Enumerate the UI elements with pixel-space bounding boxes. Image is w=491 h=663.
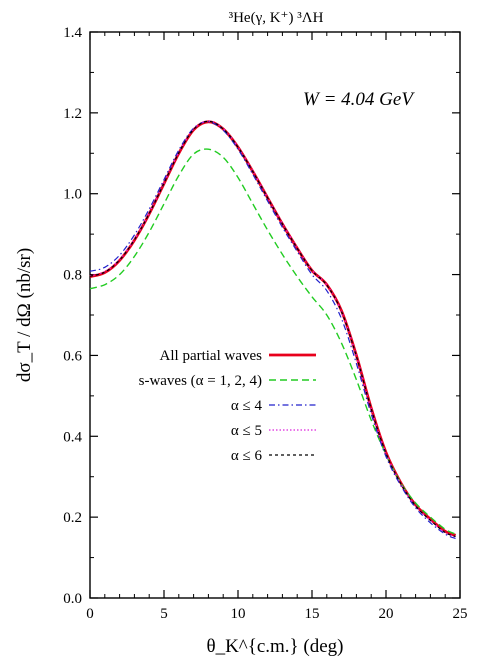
y-axis-label: dσ_T / dΩ (nb/sr): [14, 248, 35, 382]
y-tick-label: 0.0: [63, 591, 82, 607]
series-line-0: [89, 120, 457, 537]
legend-label-1: s-waves (α = 1, 2, 4): [139, 373, 262, 389]
series-layer: [89, 120, 457, 540]
x-tick-label: 0: [86, 606, 94, 622]
legend-label-0: All partial waves: [160, 348, 263, 364]
legend-label-3: α ≤ 5: [231, 423, 262, 439]
y-tick-label: 1.0: [63, 187, 82, 203]
x-tick-label: 25: [453, 606, 468, 622]
y-tick-label: 0.6: [63, 348, 82, 364]
x-tick-label: 15: [305, 606, 320, 622]
y-tick-label: 0.8: [63, 268, 82, 284]
x-tick-label: 20: [379, 606, 394, 622]
x-tick-label: 5: [160, 606, 168, 622]
series-line-2: [89, 121, 456, 540]
axis-ticks: 0 5 10 15 20 25 0.0 0.2 0.4 0.6 0.8 1.0 1.2 1.4: [63, 25, 467, 622]
energy-annotation: W = 4.04 GeV: [303, 89, 415, 110]
y-tick-label: 1.4: [63, 25, 82, 41]
x-axis-label: θ_K^{c.m.} (deg): [206, 636, 343, 657]
y-tick-label: 1.2: [63, 106, 82, 122]
y-tick-label: 0.2: [63, 510, 82, 526]
plot-frame: [89, 31, 461, 599]
chart-title: ³He(γ, K⁺) ³ΛH: [229, 10, 324, 26]
x-tick-label: 10: [231, 606, 246, 622]
legend-label-2: α ≤ 4: [231, 398, 263, 414]
y-tick-label: 0.4: [63, 429, 82, 445]
legend: All partial waves s-waves (α = 1, 2, 4) α …: [139, 348, 316, 464]
series-line-4: [89, 120, 456, 538]
legend-label-4: α ≤ 6: [231, 448, 263, 464]
series-line-3: [89, 120, 456, 538]
